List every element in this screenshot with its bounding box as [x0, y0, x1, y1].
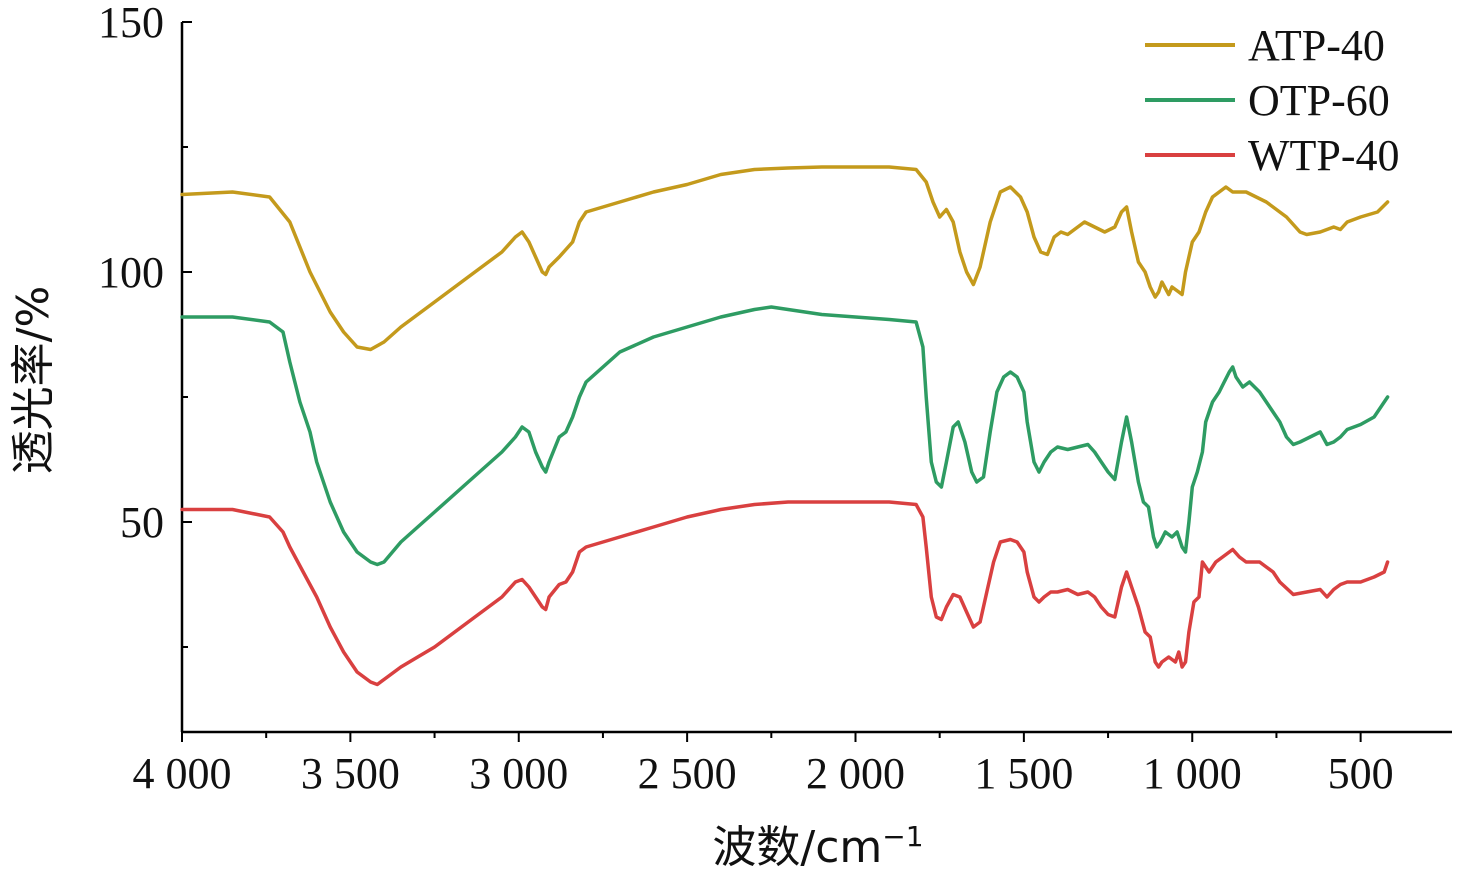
x-axis-title-text: 波数/cm	[712, 822, 882, 870]
x-tick-label: 4 000	[133, 749, 232, 798]
legend-label-wtp-40: WTP-40	[1248, 131, 1400, 180]
x-tick-label: 3 500	[301, 749, 400, 798]
x-tick-label: 3 000	[469, 749, 568, 798]
series-group	[180, 165, 1390, 687]
legend: ATP-40 OTP-60 WTP-40	[1145, 21, 1400, 180]
x-ticks: 4 000 3 500 3 000 2 500 2 000 1 500 1 000 500	[133, 732, 1394, 798]
series-line-wtp-40	[180, 500, 1390, 687]
x-tick-label: 500	[1328, 749, 1394, 798]
series-line-atp-40	[180, 165, 1390, 352]
x-tick-label: 1 000	[1143, 749, 1242, 798]
x-axis-title-superscript: −1	[882, 820, 923, 853]
series-line-otp-60	[180, 305, 1390, 567]
y-tick-label: 50	[120, 498, 164, 547]
legend-label-otp-60: OTP-60	[1248, 76, 1390, 125]
y-axis-title: 透光率/%	[8, 286, 59, 475]
x-axis-title: 波数/cm−1	[712, 820, 923, 870]
legend-label-atp-40: ATP-40	[1248, 21, 1385, 70]
x-tick-label: 1 500	[974, 749, 1073, 798]
axes	[180, 22, 1452, 734]
y-tick-label: 100	[98, 248, 164, 297]
y-ticks: 150 100 50	[98, 0, 192, 648]
x-tick-label: 2 500	[638, 749, 737, 798]
x-tick-label: 2 000	[806, 749, 905, 798]
y-tick-label: 150	[98, 0, 164, 47]
